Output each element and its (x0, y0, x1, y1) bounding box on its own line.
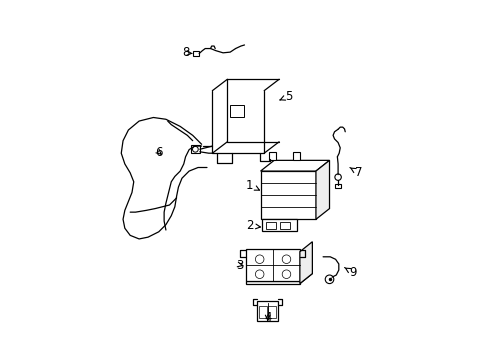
Bar (246, 249, 299, 280)
Text: 4: 4 (264, 311, 271, 324)
Bar (192, 51, 199, 56)
Polygon shape (299, 242, 312, 284)
Bar (257, 301, 278, 321)
Text: 2: 2 (245, 219, 260, 232)
Bar (261, 219, 297, 231)
Text: 3: 3 (236, 258, 244, 271)
Text: 1: 1 (245, 179, 259, 192)
Bar (190, 145, 200, 153)
Bar (230, 105, 244, 117)
Polygon shape (246, 274, 312, 284)
Bar (268, 306, 276, 318)
Bar (268, 153, 276, 160)
Polygon shape (315, 160, 329, 219)
Bar (260, 171, 315, 219)
Bar (280, 222, 290, 229)
Bar (258, 306, 266, 318)
Text: 7: 7 (349, 166, 362, 179)
Text: 8: 8 (182, 46, 192, 59)
Bar (246, 280, 299, 284)
Text: 6: 6 (155, 146, 162, 159)
Polygon shape (260, 160, 329, 171)
Text: 9: 9 (344, 266, 356, 279)
Text: 5: 5 (279, 90, 292, 103)
Bar (265, 222, 275, 229)
Bar (335, 184, 340, 188)
Bar (293, 153, 300, 160)
